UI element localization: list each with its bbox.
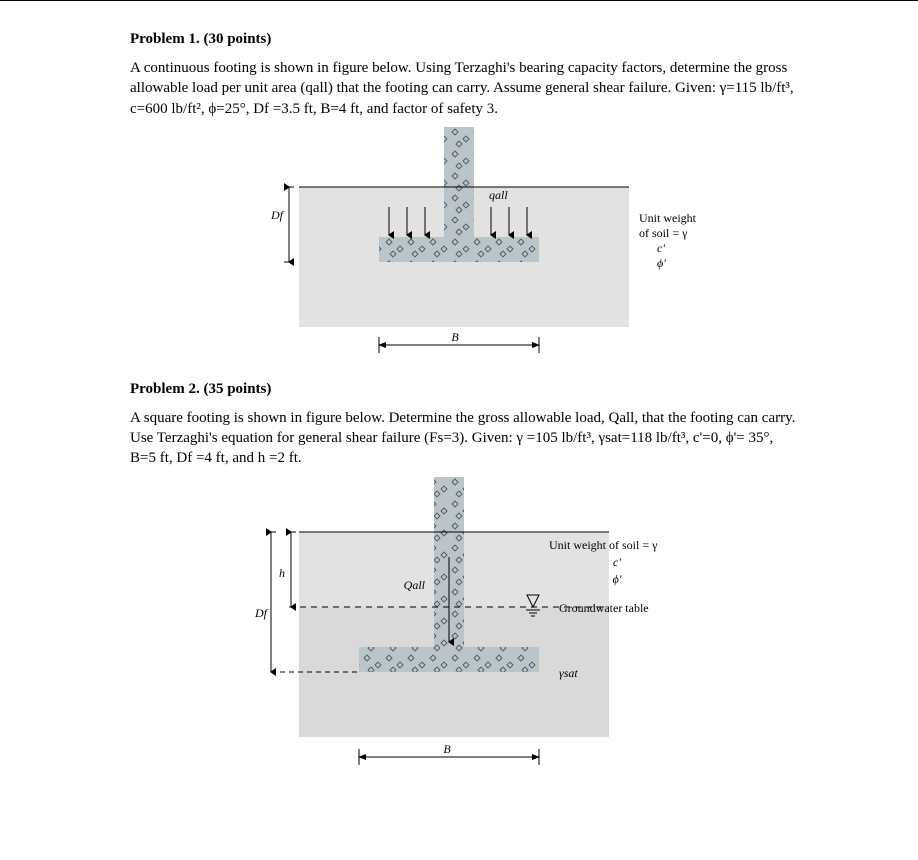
footing2-base [359,647,539,672]
label-phi2: ϕ' [613,572,622,586]
problem2-header: Problem 2. (35 points) [130,381,798,398]
label-unitweight: Unit weight [639,211,697,225]
footing-base [379,237,539,262]
problem1-header: Problem 1. (30 points) [130,31,798,48]
label-uw2: Unit weight of soil = γ [549,538,658,552]
label-qall: qall [489,188,508,202]
label-gw: Groundwater table [559,601,649,615]
label-c2: c' [613,555,621,569]
footing-stem [444,127,474,252]
label-h: h [279,566,285,580]
label-gsat: γsat [559,666,578,680]
problem1-text: A continuous footing is shown in figure … [130,58,798,119]
label-b2: B [443,742,451,756]
problem2-text: A square footing is shown in figure belo… [130,408,798,469]
problem2-figure: Qall Df h Unit weight of soil = γ c' ϕ' … [130,477,798,777]
label-qall2: Qall [404,578,426,592]
label-ofsoil: of soil = γ [639,226,688,240]
label-df2: Df [254,606,269,620]
figure1-svg: qall Df Unit weight of soil = γ c' ϕ' B [229,127,699,367]
label-phi1: ϕ' [657,256,666,270]
problem1-figure: qall Df Unit weight of soil = γ c' ϕ' B [130,127,798,367]
label-df1: Df [270,208,285,222]
label-c1: c' [657,241,665,255]
page: Problem 1. (30 points) A continuous foot… [0,0,918,860]
label-b1: B [451,330,459,344]
figure2-svg: Qall Df h Unit weight of soil = γ c' ϕ' … [229,477,699,777]
